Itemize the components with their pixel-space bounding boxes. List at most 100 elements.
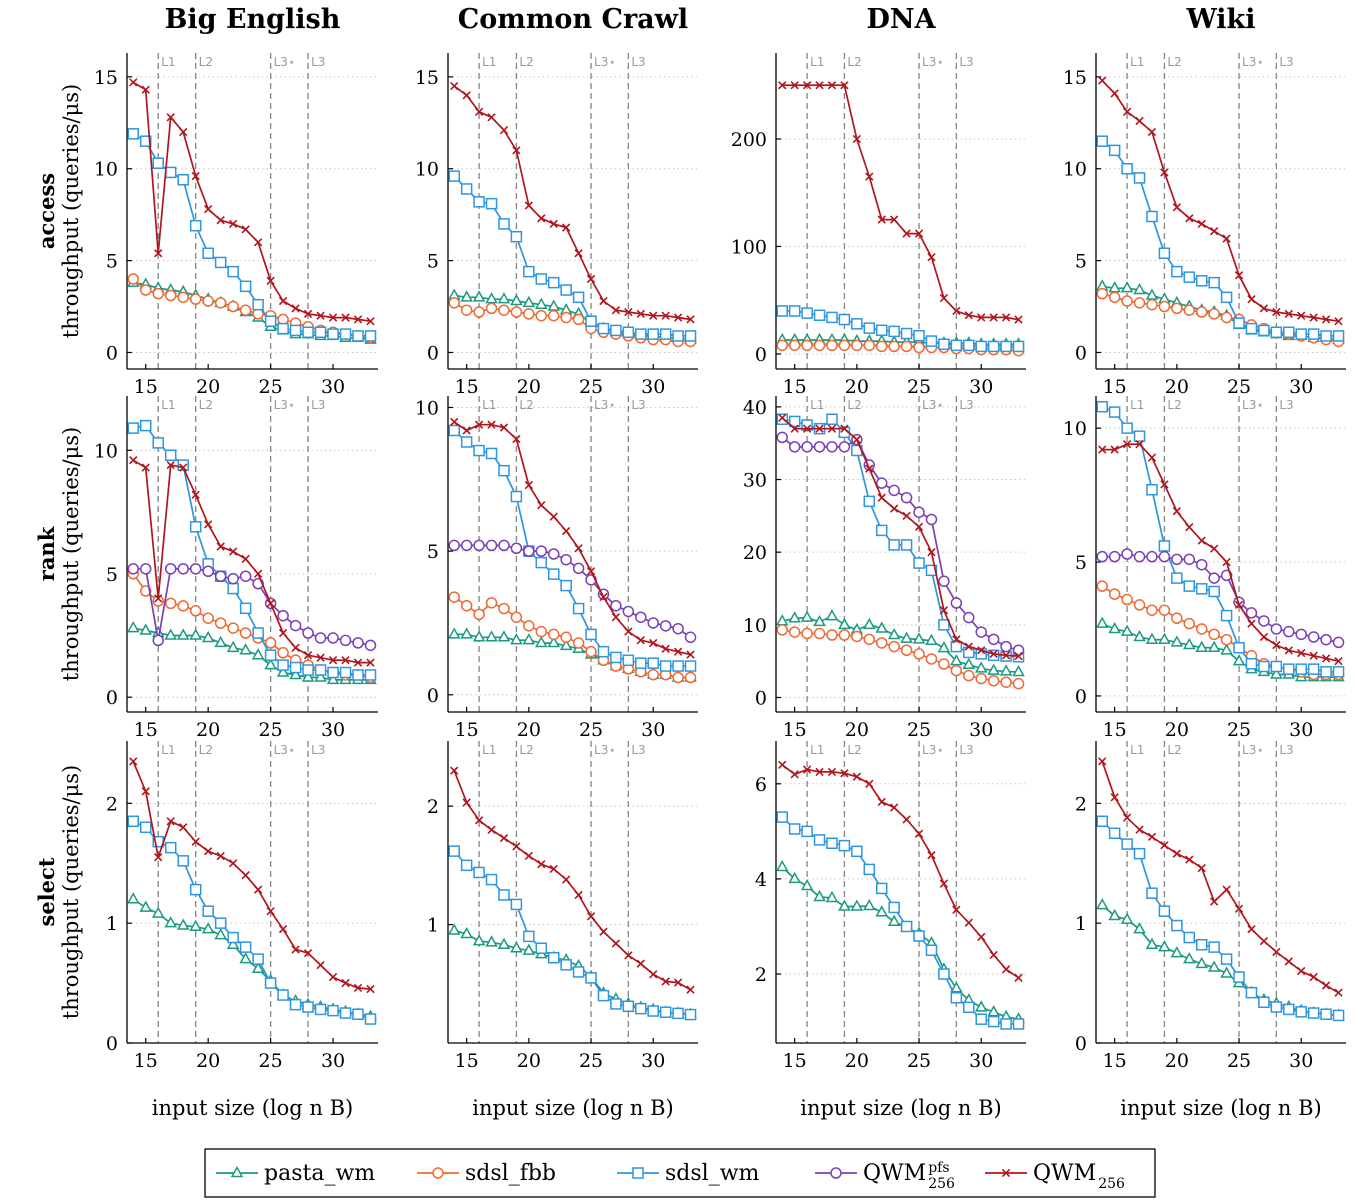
- y-tick-label: 0: [106, 1033, 118, 1055]
- data-point: [585, 972, 597, 984]
- data-point: [684, 631, 697, 644]
- series-line-pasta_wm: [132, 898, 371, 1018]
- data-point: [241, 554, 250, 564]
- data-point: [327, 632, 339, 644]
- x-tick-label: 15: [1103, 719, 1127, 741]
- data-point: [574, 544, 583, 553]
- x-tick-label: 20: [1165, 376, 1189, 398]
- data-point: [851, 630, 863, 643]
- data-point: [1158, 905, 1171, 917]
- y-tick-label: 15: [1063, 67, 1087, 89]
- data-point: [1307, 1007, 1320, 1019]
- cache-label: L3: [631, 398, 645, 412]
- data-point: [214, 928, 227, 940]
- data-point: [635, 611, 647, 623]
- data-point: [316, 311, 325, 320]
- data-point: [950, 597, 963, 609]
- data-point: [1232, 654, 1246, 666]
- series-qwm: [129, 456, 375, 667]
- data-point: [560, 284, 572, 296]
- x-tick-label: 25: [579, 719, 603, 741]
- series-line-pasta_wm: [1101, 904, 1339, 1017]
- series-line-sdsl_wm: [781, 816, 1019, 1025]
- data-point: [139, 284, 152, 296]
- data-point: [1197, 219, 1206, 229]
- data-point: [788, 305, 801, 317]
- row-label: rank: [34, 526, 59, 581]
- y-tick-label: 6: [755, 774, 767, 796]
- x-tick-label: 25: [1227, 376, 1251, 398]
- data-point: [510, 230, 523, 243]
- data-point: [599, 296, 608, 306]
- data-point: [251, 961, 265, 973]
- data-point: [239, 643, 252, 655]
- cache-label: L1: [161, 55, 175, 69]
- data-point: [1122, 107, 1132, 116]
- data-point: [214, 570, 227, 582]
- series-sdsl_fbb: [776, 624, 1025, 690]
- cache-label: L2: [1167, 398, 1181, 412]
- data-point: [339, 328, 352, 340]
- data-point: [177, 291, 189, 304]
- y-tick-label: 5: [427, 541, 439, 563]
- series-pasta_wm: [126, 621, 377, 685]
- data-point: [900, 631, 913, 643]
- data-point: [216, 542, 225, 551]
- data-point: [877, 797, 886, 807]
- data-point: [1220, 633, 1233, 646]
- data-point: [611, 613, 621, 622]
- data-point: [227, 931, 239, 944]
- y-tick-label: 100: [731, 236, 767, 258]
- data-point: [460, 599, 473, 612]
- data-point: [560, 579, 572, 592]
- data-point: [473, 444, 485, 457]
- data-point: [1321, 315, 1331, 324]
- data-point: [448, 845, 460, 857]
- data-point: [574, 890, 583, 900]
- data-point: [950, 640, 963, 653]
- data-point: [863, 617, 876, 630]
- data-point: [448, 539, 460, 552]
- data-point: [152, 287, 164, 300]
- data-point: [214, 256, 227, 269]
- data-point: [450, 766, 459, 775]
- data-point: [498, 602, 510, 615]
- data-point: [264, 658, 277, 670]
- series-qwm: [778, 81, 1023, 324]
- data-point: [239, 304, 252, 316]
- panel-big-english-rank: L1 L2 L3⋆ L3 0 5 10 15 20 25 30: [94, 396, 378, 741]
- y-tick-label: 10: [743, 615, 767, 637]
- data-point: [1135, 116, 1144, 126]
- column-title: Wiki: [1185, 4, 1255, 35]
- data-point: [914, 522, 924, 531]
- data-point: [164, 628, 177, 640]
- data-point: [889, 803, 899, 812]
- data-point: [1283, 1003, 1295, 1016]
- x-tick-label: 25: [907, 376, 931, 398]
- data-point: [1195, 275, 1208, 287]
- data-point: [535, 309, 548, 322]
- data-point: [813, 309, 826, 322]
- data-point: [510, 898, 523, 911]
- data-point: [950, 981, 963, 993]
- x-tick-label: 30: [641, 1050, 665, 1072]
- y-tick-label: 0: [427, 342, 439, 364]
- data-point: [191, 171, 200, 181]
- data-point: [927, 850, 936, 860]
- x-tick-label: 25: [1227, 1050, 1251, 1072]
- data-point: [826, 629, 838, 641]
- data-point: [1284, 646, 1293, 655]
- y-tick-label: 10: [94, 440, 118, 462]
- cache-label: L1: [482, 55, 496, 69]
- panel-big-english-select: L1 L2 L3⋆ L3 0 1 2 15 20 25 30: [106, 741, 378, 1072]
- y-tick-label: 4: [755, 869, 767, 891]
- data-point: [353, 983, 363, 993]
- x-tick-label: 25: [259, 719, 283, 741]
- data-point: [1110, 793, 1119, 802]
- data-point: [952, 635, 961, 644]
- data-point: [635, 1002, 647, 1015]
- data-point: [462, 91, 471, 100]
- y-tick-label: 10: [94, 159, 118, 181]
- data-point: [1220, 953, 1233, 965]
